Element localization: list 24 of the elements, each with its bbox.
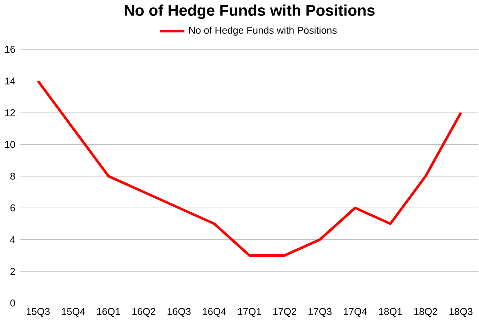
x-tick-label: 17Q4: [344, 308, 368, 318]
x-tick-label: 18Q1: [379, 308, 402, 318]
x-tick-label: 18Q2: [414, 308, 438, 318]
y-tick-label: 14: [5, 78, 16, 85]
x-tick-label: 15Q3: [26, 308, 50, 318]
y-tick-label: 0: [10, 300, 16, 307]
y-tick-label: 6: [10, 204, 16, 212]
x-tick-label: 15Q4: [62, 308, 86, 318]
x-tick-label: 16Q2: [132, 308, 156, 318]
y-tick-label: 4: [10, 236, 16, 244]
chart-title: No of Hedge Funds with Positions: [124, 4, 375, 20]
y-tick-label: 2: [10, 268, 16, 276]
x-tick-label: 17Q1: [238, 308, 262, 318]
legend-label: No of Hedge Funds with Positions: [190, 26, 337, 36]
y-tick-label: 12: [5, 110, 16, 117]
x-tick-label: 17Q2: [274, 308, 296, 318]
y-tick-label: 16: [5, 46, 16, 54]
x-tick-label: 16Q1: [97, 308, 120, 318]
x-tick-label: 16Q4: [203, 308, 226, 318]
y-tick-label: 10: [5, 141, 16, 148]
x-tick-label: 16Q3: [168, 308, 191, 318]
y-tick-label: 8: [10, 173, 16, 180]
x-tick-label: 18Q3: [450, 308, 473, 318]
x-tick-label: 17Q3: [308, 308, 332, 318]
